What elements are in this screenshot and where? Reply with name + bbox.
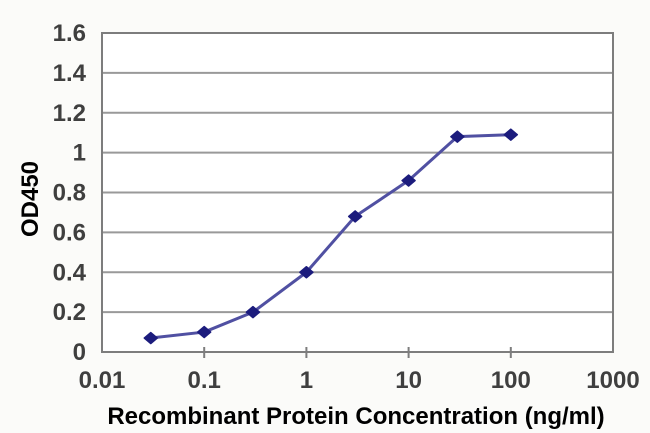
y-tick-label-1.6: 1.6 bbox=[53, 20, 86, 47]
y-tick-label-0.4: 0.4 bbox=[53, 259, 87, 286]
data-point-marker bbox=[299, 266, 314, 279]
data-point-marker bbox=[245, 305, 261, 319]
y-tick-label-0.8: 0.8 bbox=[53, 180, 86, 207]
x-tick-label-0.1: 0.1 bbox=[188, 367, 221, 394]
plot-border bbox=[101, 32, 614, 353]
x-axis-title: Recombinant Protein Concentration (ng/ml… bbox=[107, 403, 604, 430]
y-tick-label-1.2: 1.2 bbox=[53, 100, 86, 127]
y-tick-label-0.2: 0.2 bbox=[53, 299, 86, 326]
x-tick-label-100: 100 bbox=[491, 367, 531, 394]
data-point-marker bbox=[450, 130, 465, 143]
y-tick-label-0: 0 bbox=[73, 339, 86, 366]
data-point-marker bbox=[347, 210, 363, 223]
data-point-marker bbox=[401, 174, 416, 187]
x-tick-label-0.01: 0.01 bbox=[79, 367, 126, 394]
y-axis-title: OD450 bbox=[17, 161, 44, 237]
y-tick-label-0.6: 0.6 bbox=[53, 219, 86, 246]
y-tick-label-1: 1 bbox=[73, 140, 86, 167]
data-point-marker bbox=[503, 128, 519, 141]
x-tick-label-1: 1 bbox=[300, 367, 313, 394]
x-tick-label-1000: 1000 bbox=[586, 367, 639, 394]
y-tick-label-1.4: 1.4 bbox=[53, 60, 87, 87]
data-point-marker bbox=[143, 331, 159, 345]
series-line bbox=[150, 133, 511, 340]
data-point-marker bbox=[196, 325, 212, 339]
x-tick-label-10: 10 bbox=[395, 367, 422, 394]
